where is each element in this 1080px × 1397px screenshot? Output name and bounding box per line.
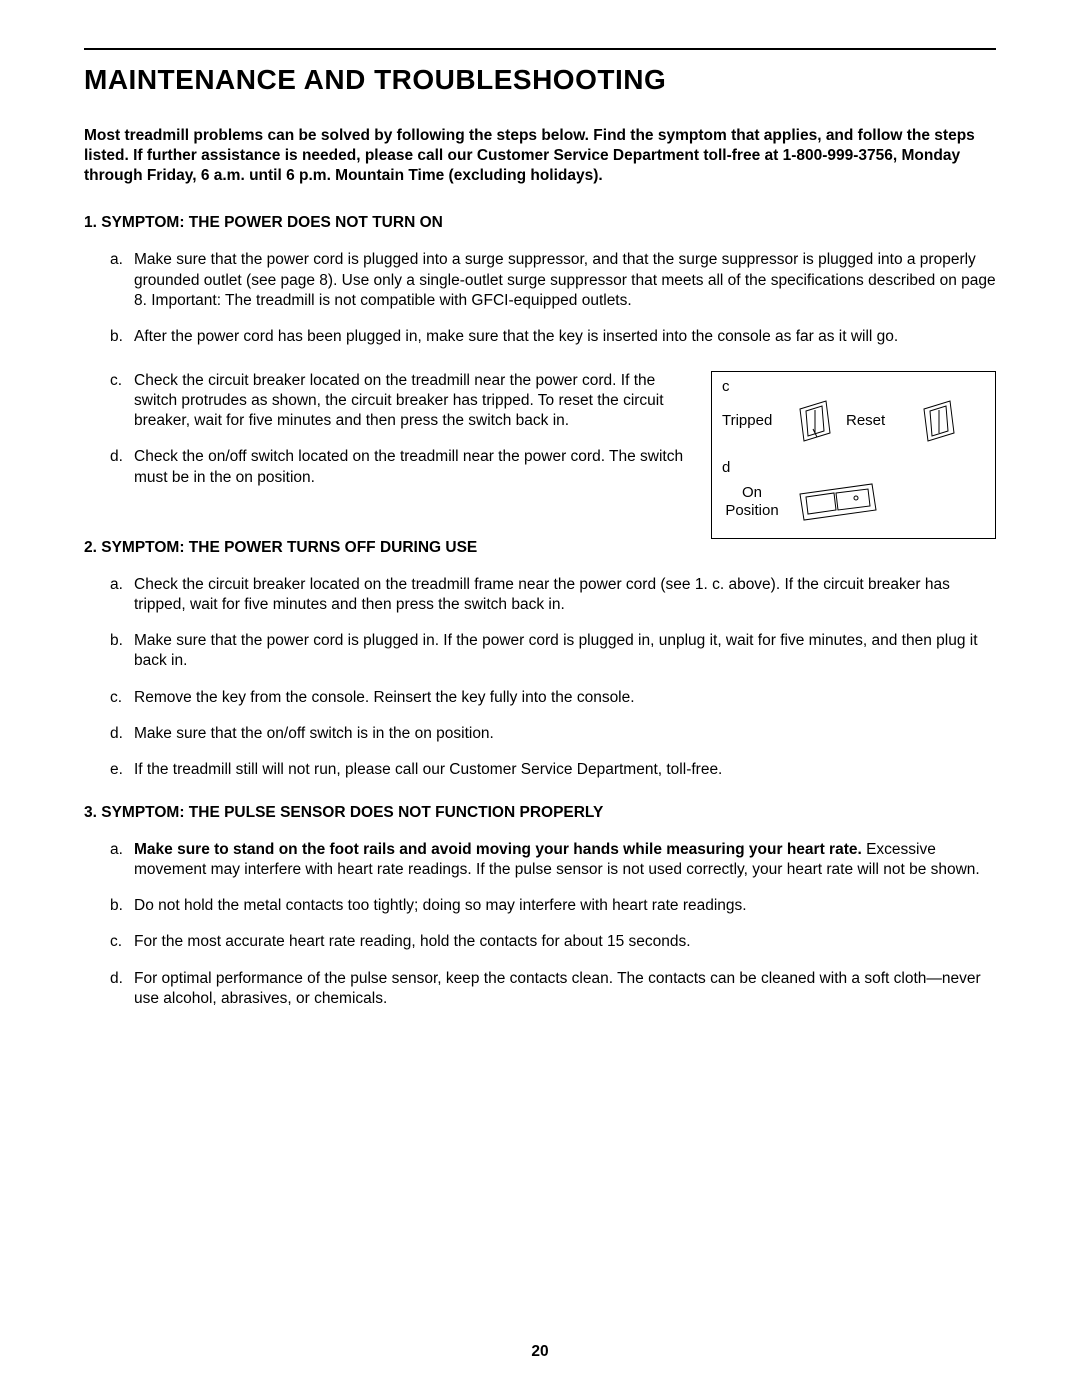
- step-2b: b. Make sure that the power cord is plug…: [110, 631, 996, 671]
- onoff-switch-icon: [794, 480, 882, 524]
- step-body: For the most accurate heart rate reading…: [134, 932, 996, 952]
- on-label-line1: On: [742, 484, 762, 501]
- reset-switch-icon: [920, 399, 958, 443]
- step-1d: d. Check the on/off switch located on th…: [110, 447, 691, 487]
- step-body: If the treadmill still will not run, ple…: [134, 760, 996, 780]
- step-body: After the power cord has been plugged in…: [134, 327, 996, 347]
- step-body: Check the on/off switch located on the t…: [134, 447, 691, 487]
- step-1a: a. Make sure that the power cord is plug…: [110, 250, 996, 310]
- step-3b: b. Do not hold the metal contacts too ti…: [110, 896, 996, 916]
- step-3d: d. For optimal performance of the pulse …: [110, 969, 996, 1009]
- step-2a: a. Check the circuit breaker located on …: [110, 575, 996, 615]
- diagram-d-label: d: [722, 459, 985, 476]
- step-3a: a. Make sure to stand on the foot rails …: [110, 840, 996, 880]
- step-body: For optimal performance of the pulse sen…: [134, 969, 996, 1009]
- tripped-label: Tripped: [722, 412, 784, 429]
- manual-page: MAINTENANCE AND TROUBLESHOOTING Most tre…: [0, 0, 1080, 1397]
- step-marker: e.: [110, 760, 134, 780]
- step-body: Remove the key from the console. Reinser…: [134, 688, 996, 708]
- step-marker: d.: [110, 447, 134, 487]
- step-1b: b. After the power cord has been plugged…: [110, 327, 996, 347]
- step-body: Check the circuit breaker located on the…: [134, 371, 691, 431]
- tripped-switch-icon: [796, 399, 834, 443]
- diagram-row-onoff: On Position: [722, 480, 985, 524]
- step-body: Do not hold the metal contacts too tight…: [134, 896, 996, 916]
- step-3a-bold: Make sure to stand on the foot rails and…: [134, 841, 862, 858]
- step-body: Make sure that the power cord is plugged…: [134, 631, 996, 671]
- symptom-1-steps: a. Make sure that the power cord is plug…: [110, 250, 996, 347]
- step-2e: e. If the treadmill still will not run, …: [110, 760, 996, 780]
- step-marker: c.: [110, 371, 134, 431]
- step-c-d-text: c. Check the circuit breaker located on …: [84, 371, 691, 512]
- diagram-row-breaker: Tripped Reset: [722, 399, 985, 443]
- step-2c: c. Remove the key from the console. Rein…: [110, 688, 996, 708]
- step-marker: a.: [110, 840, 134, 880]
- symptom-3-heading: 3. SYMPTOM: THE PULSE SENSOR DOES NOT FU…: [84, 804, 996, 822]
- on-label-line2: Position: [725, 502, 778, 519]
- step-c-d-row: c. Check the circuit breaker located on …: [84, 371, 996, 539]
- symptom-2-heading: 2. SYMPTOM: THE POWER TURNS OFF DURING U…: [84, 539, 996, 557]
- step-marker: b.: [110, 327, 134, 347]
- step-1c: c. Check the circuit breaker located on …: [110, 371, 691, 431]
- intro-paragraph: Most treadmill problems can be solved by…: [84, 126, 996, 186]
- step-body: Make sure that the on/off switch is in t…: [134, 724, 996, 744]
- step-marker: b.: [110, 631, 134, 671]
- step-marker: c.: [110, 932, 134, 952]
- symptom-3-steps: a. Make sure to stand on the foot rails …: [110, 840, 996, 1009]
- on-position-label: On Position: [722, 484, 782, 520]
- step-2d: d. Make sure that the on/off switch is i…: [110, 724, 996, 744]
- step-marker: a.: [110, 575, 134, 615]
- page-title: MAINTENANCE AND TROUBLESHOOTING: [84, 64, 996, 96]
- step-body: Check the circuit breaker located on the…: [134, 575, 996, 615]
- horizontal-rule: [84, 48, 996, 50]
- step-3c: c. For the most accurate heart rate read…: [110, 932, 996, 952]
- symptom-2-steps: a. Check the circuit breaker located on …: [110, 575, 996, 780]
- step-marker: b.: [110, 896, 134, 916]
- step-marker: c.: [110, 688, 134, 708]
- circuit-breaker-diagram: c Tripped Reset: [711, 371, 996, 539]
- step-body: Make sure to stand on the foot rails and…: [134, 840, 996, 880]
- symptom-1-heading: 1. SYMPTOM: THE POWER DOES NOT TURN ON: [84, 214, 996, 232]
- page-number: 20: [0, 1343, 1080, 1361]
- diagram-c-label: c: [722, 378, 985, 395]
- step-marker: d.: [110, 969, 134, 1009]
- reset-label: Reset: [846, 412, 908, 429]
- symptom-1-steps-cd: c. Check the circuit breaker located on …: [110, 371, 691, 488]
- step-marker: d.: [110, 724, 134, 744]
- step-body: Make sure that the power cord is plugged…: [134, 250, 996, 310]
- step-marker: a.: [110, 250, 134, 310]
